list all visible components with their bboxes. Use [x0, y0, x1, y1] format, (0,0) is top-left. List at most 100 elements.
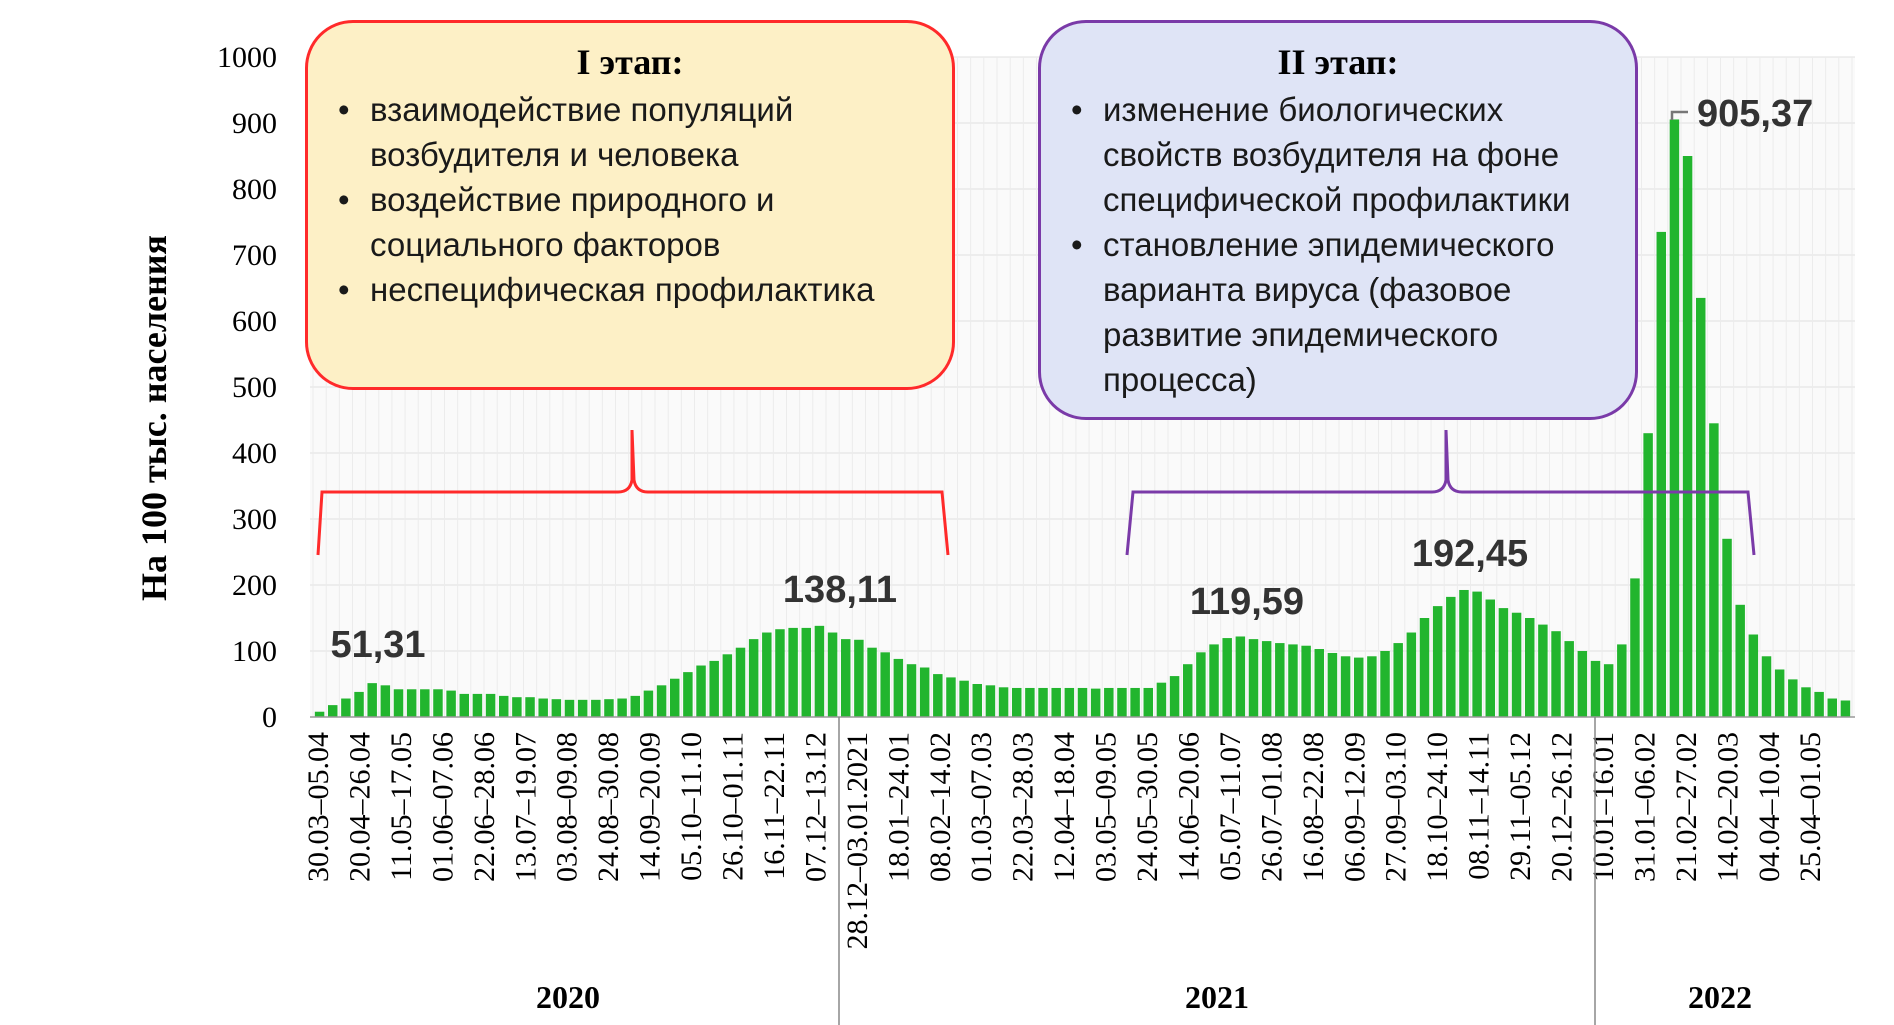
x-tick-label: 10.01–16.01	[1587, 732, 1620, 882]
bar	[1735, 604, 1745, 717]
y-tick-label: 600	[232, 305, 277, 338]
bar	[1038, 687, 1048, 717]
bar	[775, 629, 785, 717]
bar	[1051, 687, 1061, 717]
bar	[735, 647, 746, 717]
peak-leader-line	[1670, 110, 1688, 120]
bar	[643, 690, 654, 717]
x-tick-label: 28.12–03.01.2021	[841, 732, 874, 950]
y-tick-label: 200	[232, 569, 277, 602]
bar	[1722, 538, 1732, 717]
bar	[485, 693, 496, 717]
bar	[564, 699, 575, 717]
bar	[1130, 687, 1140, 717]
x-tick-label: 27.09–03.10	[1380, 732, 1413, 882]
bar	[512, 697, 522, 717]
x-tick-label: 18.01–24.01	[882, 732, 915, 882]
x-tick-label: 03.08–09.08	[551, 732, 584, 882]
x-tick-label: 22.03–28.03	[1007, 732, 1040, 882]
x-tick-label: 24.05–30.05	[1131, 732, 1164, 882]
y-axis-ticks: 0 100 200 300 400 500 600 700 800 900 1000	[217, 41, 277, 734]
bar	[1577, 651, 1588, 717]
x-tick-label: 01.06–07.06	[426, 732, 459, 882]
stage-1-item: взаимодействие популяций возбудителя и ч…	[338, 87, 922, 177]
bar	[1788, 679, 1798, 717]
bar	[1551, 631, 1561, 717]
bar	[1222, 638, 1232, 717]
x-tick-label: 26.07–01.08	[1255, 732, 1288, 882]
stage-1-bracket	[316, 429, 950, 556]
year-label-2020: 2020	[536, 979, 600, 1015]
x-tick-label: 13.07–19.07	[509, 732, 542, 882]
x-tick-label: 07.12–13.12	[799, 732, 832, 882]
x-tick-label: 16.11–22.11	[758, 732, 791, 880]
bar	[459, 693, 470, 717]
bar	[722, 654, 733, 717]
bar	[985, 685, 996, 717]
bar	[1498, 608, 1509, 717]
x-tick-label: 26.10–01.11	[717, 732, 750, 881]
stage-1-item: воздействие природного и социального фак…	[338, 177, 922, 267]
bar	[1025, 687, 1035, 717]
x-tick-label: 14.02–20.03	[1711, 732, 1744, 882]
bar	[551, 699, 562, 717]
bar	[1748, 634, 1759, 717]
bars	[314, 119, 1851, 717]
bar	[906, 664, 917, 717]
bar	[998, 687, 1009, 717]
bar	[1814, 691, 1824, 717]
bar	[656, 685, 667, 717]
y-tick-label: 400	[232, 437, 277, 470]
bar	[406, 689, 417, 717]
x-tick-label: 14.06–20.06	[1172, 732, 1205, 882]
bar	[748, 639, 759, 717]
bar	[1327, 652, 1338, 717]
bar	[880, 652, 890, 717]
bar	[1656, 231, 1667, 717]
stage-1-box: I этап: взаимодействие популяций возбуди…	[305, 20, 955, 390]
bar	[683, 672, 693, 717]
y-tick-label: 1000	[217, 41, 277, 74]
bar	[1261, 641, 1272, 717]
x-tick-label: 08.02–14.02	[924, 732, 957, 882]
bar	[1761, 656, 1772, 717]
bar	[1669, 119, 1680, 717]
x-tick-label: 08.11–14.11	[1463, 732, 1496, 880]
x-axis-ticks: 30.03–05.04 20.04–26.04 11.05–17.05 01.06–0…	[302, 732, 1827, 950]
bar	[314, 711, 325, 717]
bar	[1472, 591, 1482, 717]
bar	[1077, 687, 1088, 717]
bar	[1630, 578, 1640, 717]
y-tick-label: 0	[262, 701, 277, 734]
bar	[1406, 632, 1417, 717]
bar	[788, 627, 798, 717]
bar	[1209, 644, 1219, 717]
bar	[1446, 596, 1456, 717]
bar	[959, 680, 969, 717]
bar	[1196, 652, 1206, 717]
x-tick-label: 01.03–07.03	[965, 732, 998, 882]
stage-2-item: изменение биологических свойств возбудит…	[1071, 87, 1605, 222]
bar	[433, 689, 443, 717]
peak-label-1: 51,31	[330, 624, 425, 666]
x-tick-label: 25.04–01.05	[1794, 732, 1827, 882]
bar	[1393, 643, 1403, 717]
x-tick-label: 20.12–26.12	[1546, 732, 1579, 882]
x-tick-label: 31.01–06.02	[1628, 732, 1661, 882]
peak-label-2: 138,11	[783, 569, 897, 611]
bar	[1564, 641, 1574, 717]
bar	[1275, 643, 1285, 717]
bar	[1104, 687, 1114, 717]
bar	[1524, 618, 1535, 717]
bar	[1485, 599, 1496, 717]
bar	[1367, 656, 1377, 717]
bar	[1380, 651, 1390, 717]
x-tick-label: 30.03–05.04	[302, 732, 335, 882]
bar	[577, 699, 588, 717]
bar	[1182, 664, 1193, 717]
bar	[604, 699, 614, 717]
y-tick-label: 800	[232, 173, 277, 206]
stage-2-item: становление эпидемического варианта виру…	[1071, 222, 1605, 402]
y-tick-label: 700	[232, 239, 277, 272]
x-tick-label: 12.04–18.04	[1048, 732, 1081, 882]
